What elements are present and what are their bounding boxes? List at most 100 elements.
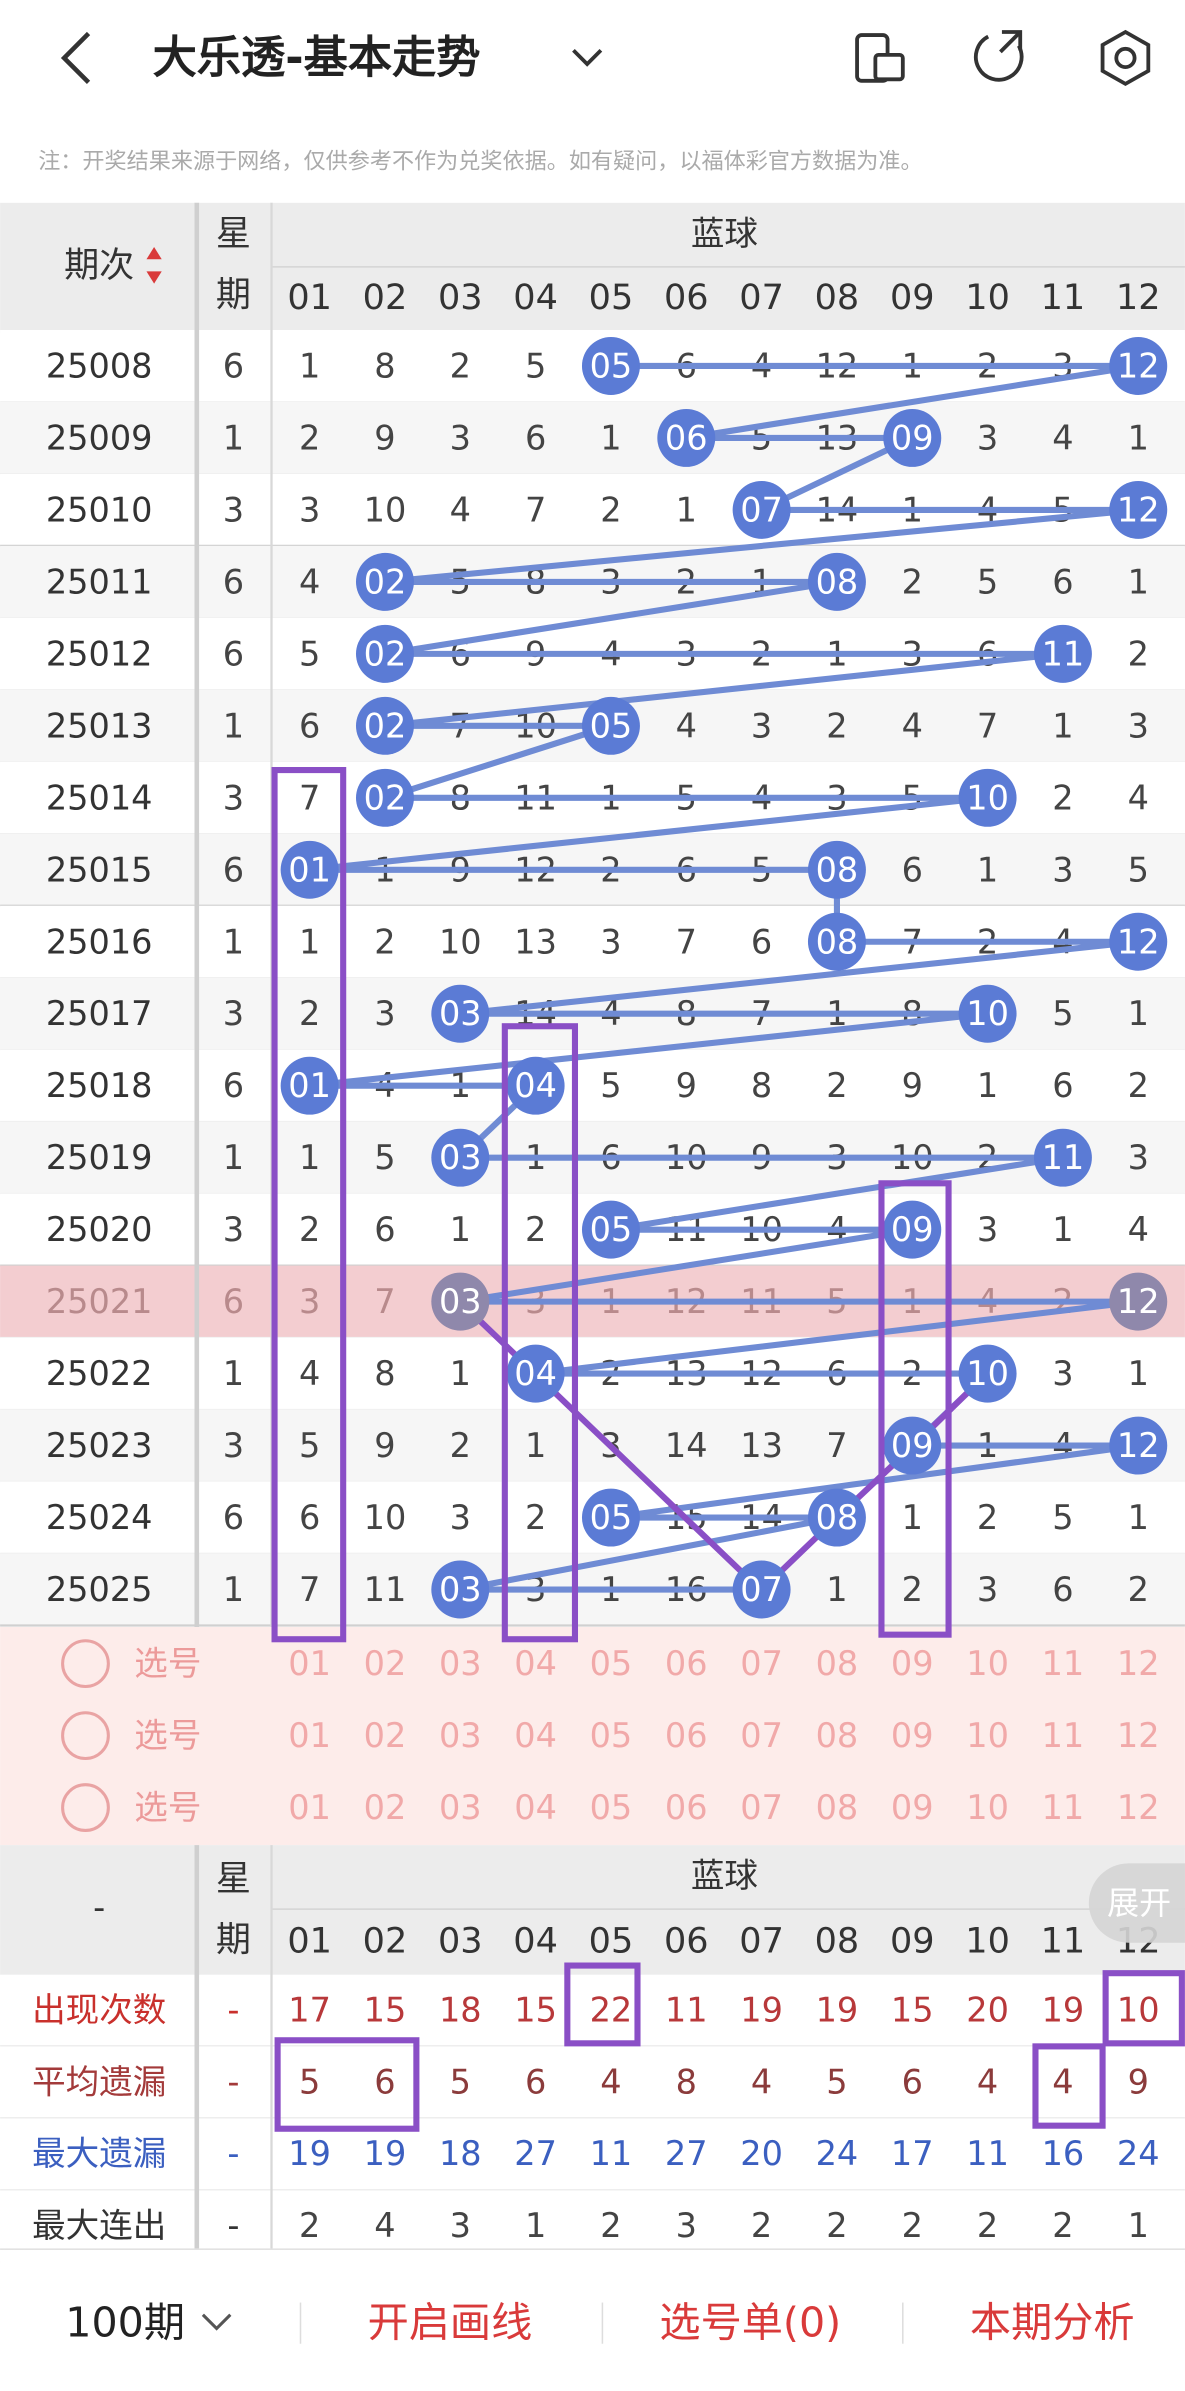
miss-count: 4 [450,490,471,529]
issue: 25018 [46,1066,153,1105]
device-icon[interactable] [855,33,905,83]
back-button[interactable] [60,31,91,84]
expand-button[interactable] [1088,1863,1185,1943]
title-dropdown[interactable] [572,48,603,67]
miss-count: 3 [600,922,621,961]
ball [355,624,414,683]
miss-count: 2 [1128,1570,1149,1609]
miss-count: 1 [977,1066,998,1105]
stats-value: 1 [525,2206,546,2245]
ball-number: 03 [439,994,482,1033]
ball-number: 05 [590,1498,633,1537]
stats-value: 2 [600,2206,621,2245]
stats-value: 11 [590,2134,633,2173]
select-number: 07 [740,1788,783,1827]
ball [355,552,414,611]
stats-value: 2 [1052,2206,1073,2245]
miss-count: 4 [1128,778,1149,817]
miss-count: 8 [751,1066,772,1105]
ball [280,1056,339,1115]
miss-count: 5 [374,1138,395,1177]
miss-count: 1 [1052,706,1073,745]
miss-count: 3 [299,490,320,529]
ball-number: 06 [665,418,708,457]
miss-count: 1 [1128,418,1149,457]
miss-count: 3 [374,994,395,1033]
miss-count: 6 [1052,1570,1073,1609]
select-number: 10 [966,1788,1009,1827]
stats-value: 27 [514,2134,557,2173]
select-number: 05 [590,1716,633,1755]
stats-value: 22 [590,1990,633,2029]
stats-value: 9 [1128,2062,1149,2101]
miss-count: 13 [740,1426,783,1465]
stats-value: 3 [676,2206,697,2245]
select-number: 05 [590,1644,633,1683]
column-header: 04 [513,1921,558,1962]
miss-count: 6 [1052,562,1073,601]
miss-count: 2 [525,1498,546,1537]
ball [807,552,866,611]
miss-count: 2 [299,418,320,457]
weekday: 3 [223,1426,244,1465]
stats-value: 4 [751,2062,772,2101]
stats-value: 20 [966,1990,1009,2029]
miss-count: 5 [977,562,998,601]
column-header: 10 [965,1921,1010,1962]
issue: 25015 [46,850,153,889]
draw-line-button[interactable]: 开启画线 [368,2298,533,2346]
miss-count: 1 [450,1210,471,1249]
select-number: 09 [891,1788,934,1827]
select-number: 12 [1117,1644,1160,1683]
select-number: 09 [891,1716,934,1755]
ball [581,1200,640,1259]
miss-count: 2 [826,706,847,745]
settings-icon[interactable] [1100,29,1151,87]
issue: 25022 [46,1354,153,1393]
weekday: 6 [223,1498,244,1537]
ball [355,696,414,755]
miss-count: 6 [902,850,923,889]
stats-value: 15 [364,1990,407,2029]
miss-count: 3 [977,418,998,457]
stats-value: 19 [364,2134,407,2173]
miss-count: 7 [525,490,546,529]
miss-count: 3 [450,1498,471,1537]
stats-value: 16 [1042,2134,1085,2173]
stats-value: 19 [740,1990,783,2029]
miss-count: 1 [299,346,320,385]
ball-number: 05 [590,706,633,745]
period-dropdown[interactable] [201,2313,232,2331]
miss-count: 1 [902,1498,923,1537]
miss-count: 2 [299,1210,320,1249]
stats-label: 最大连出 [32,2206,166,2245]
ball-number: 12 [1117,490,1160,529]
analysis-button[interactable]: 本期分析 [970,2298,1135,2346]
miss-count: 1 [826,1570,847,1609]
stats-value: 2 [299,2206,320,2245]
miss-count: 1 [600,418,621,457]
ball [506,1056,565,1115]
select-number: 10 [966,1644,1009,1683]
miss-count: 2 [826,1066,847,1105]
annotation-box [1102,1970,1185,2047]
expand-label[interactable]: 展开 [1107,1884,1171,1922]
miss-count: 7 [977,706,998,745]
miss-count: 1 [1128,994,1149,1033]
ball-number: 07 [740,490,783,529]
select-label: 选号 [134,1788,201,1827]
select-number: 04 [514,1644,557,1683]
group-header: 蓝球 [691,214,758,253]
column-header: 08 [815,1921,860,1962]
period-select[interactable]: 100期 [65,2298,185,2346]
select-number: 09 [891,1644,934,1683]
share-icon[interactable] [974,30,1024,82]
stats-value: 5 [299,2062,320,2101]
issue: 25014 [46,778,153,817]
column-header: 01 [287,277,332,318]
select-number: 12 [1117,1716,1160,1755]
pick-list-button[interactable]: 选号单(0) [659,2298,841,2346]
select-number: 08 [816,1716,859,1755]
ball-number: 02 [364,778,407,817]
